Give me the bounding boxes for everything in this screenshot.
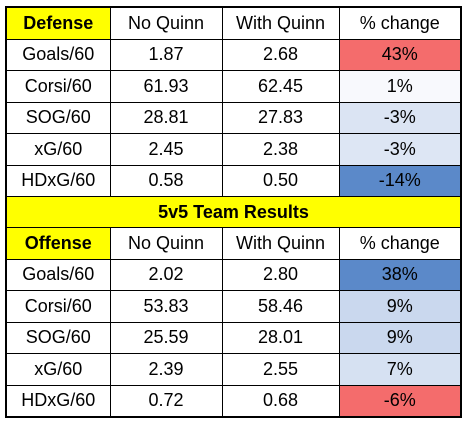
column-header: With Quinn: [221, 227, 340, 260]
row-label: HDxG/60: [5, 384, 111, 418]
with-quinn-value: 0.68: [221, 384, 340, 418]
with-quinn-value: 2.55: [221, 353, 340, 386]
table-row: HDxG/60 0.58 0.50 -14%: [5, 164, 462, 197]
table-row: SOG/60 25.59 28.01 9%: [5, 321, 462, 354]
table-row: xG/60 2.45 2.38 -3%: [5, 133, 462, 166]
row-label: SOG/60: [5, 321, 111, 354]
percent-change-value: 38%: [338, 258, 462, 291]
percent-change-value: 9%: [338, 321, 462, 354]
with-quinn-value: 27.83: [221, 101, 340, 134]
no-quinn-value: 2.02: [109, 258, 223, 291]
section-title: Offense: [5, 227, 111, 260]
table-row: SOG/60 28.81 27.83 -3%: [5, 101, 462, 134]
no-quinn-value: 2.39: [109, 353, 223, 386]
no-quinn-value: 2.45: [109, 133, 223, 166]
row-label: Corsi/60: [5, 290, 111, 323]
row-label: xG/60: [5, 353, 111, 386]
section-title: Defense: [5, 6, 111, 40]
percent-change-value: -3%: [338, 101, 462, 134]
banner-row: 5v5 Team Results: [5, 196, 462, 228]
row-label: Goals/60: [5, 258, 111, 291]
no-quinn-value: 61.93: [109, 70, 223, 103]
percent-change-value: 1%: [338, 70, 462, 103]
no-quinn-value: 53.83: [109, 290, 223, 323]
percent-change-value: -6%: [338, 384, 462, 418]
column-header: % change: [338, 6, 462, 40]
percent-change-value: 9%: [338, 290, 462, 323]
row-label: Goals/60: [5, 38, 111, 71]
column-header: No Quinn: [109, 227, 223, 260]
banner-title: 5v5 Team Results: [5, 196, 462, 228]
row-label: SOG/60: [5, 101, 111, 134]
row-label: xG/60: [5, 133, 111, 166]
results-table-wrap: Defense No Quinn With Quinn% change Goals/6…: [5, 6, 462, 418]
table-row: Goals/60 1.87 2.68 43%: [5, 38, 462, 71]
with-quinn-value: 0.50: [221, 164, 340, 197]
no-quinn-value: 0.58: [109, 164, 223, 197]
table-row: xG/60 2.39 2.55 7%: [5, 353, 462, 386]
table-row: Corsi/60 61.93 62.45 1%: [5, 70, 462, 103]
table-row: HDxG/60 0.72 0.68 -6%: [5, 384, 462, 418]
with-quinn-value: 2.68: [221, 38, 340, 71]
table-row: Goals/60 2.02 2.80 38%: [5, 258, 462, 291]
row-label: HDxG/60: [5, 164, 111, 197]
with-quinn-value: 2.38: [221, 133, 340, 166]
percent-change-value: 7%: [338, 353, 462, 386]
with-quinn-value: 58.46: [221, 290, 340, 323]
column-header: % change: [338, 227, 462, 260]
with-quinn-value: 62.45: [221, 70, 340, 103]
no-quinn-value: 25.59: [109, 321, 223, 354]
no-quinn-value: 1.87: [109, 38, 223, 71]
no-quinn-value: 0.72: [109, 384, 223, 418]
row-label: Corsi/60: [5, 70, 111, 103]
table-row: Corsi/60 53.83 58.46 9%: [5, 290, 462, 323]
results-table: Defense No Quinn With Quinn% change Goals/6…: [5, 6, 462, 418]
with-quinn-value: 2.80: [221, 258, 340, 291]
section-header-row: Offense No Quinn With Quinn% change: [5, 227, 462, 260]
column-header: No Quinn: [109, 6, 223, 40]
percent-change-value: -14%: [338, 164, 462, 197]
percent-change-value: -3%: [338, 133, 462, 166]
percent-change-value: 43%: [338, 38, 462, 71]
with-quinn-value: 28.01: [221, 321, 340, 354]
no-quinn-value: 28.81: [109, 101, 223, 134]
column-header: With Quinn: [221, 6, 340, 40]
results-table-body: Defense No Quinn With Quinn% change Goals/6…: [5, 6, 462, 418]
section-header-row: Defense No Quinn With Quinn% change: [5, 6, 462, 40]
